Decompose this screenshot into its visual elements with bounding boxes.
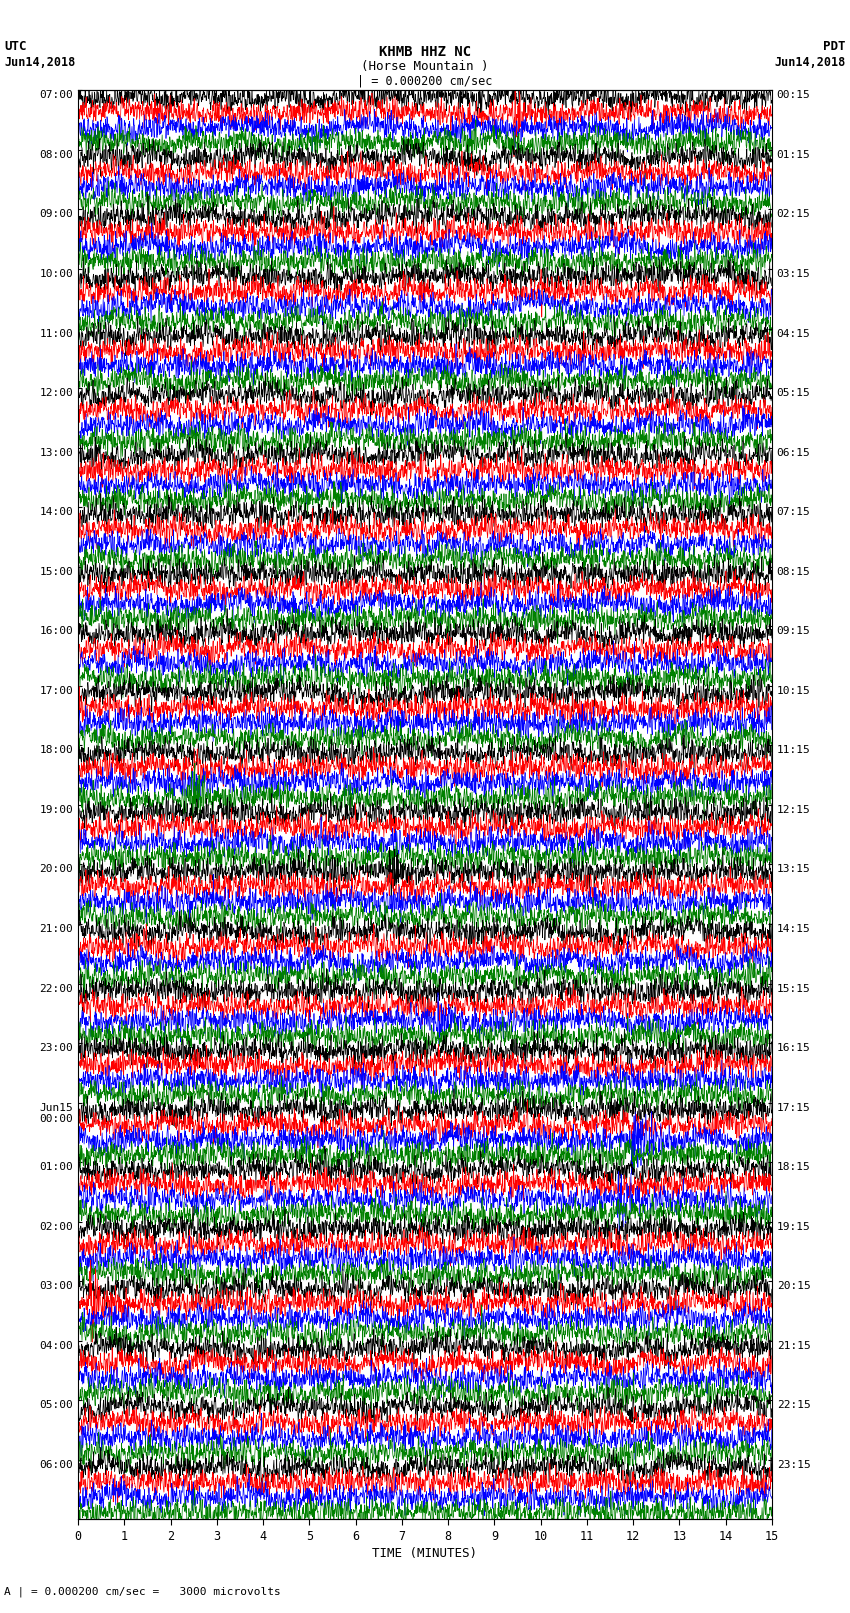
Text: | = 0.000200 cm/sec: | = 0.000200 cm/sec [357, 74, 493, 87]
Text: KHMB HHZ NC: KHMB HHZ NC [379, 45, 471, 60]
Text: A | = 0.000200 cm/sec =   3000 microvolts: A | = 0.000200 cm/sec = 3000 microvolts [4, 1586, 281, 1597]
Text: Jun14,2018: Jun14,2018 [4, 56, 76, 69]
Text: UTC: UTC [4, 40, 26, 53]
X-axis label: TIME (MINUTES): TIME (MINUTES) [372, 1547, 478, 1560]
Text: (Horse Mountain ): (Horse Mountain ) [361, 60, 489, 73]
Text: PDT: PDT [824, 40, 846, 53]
Text: Jun14,2018: Jun14,2018 [774, 56, 846, 69]
